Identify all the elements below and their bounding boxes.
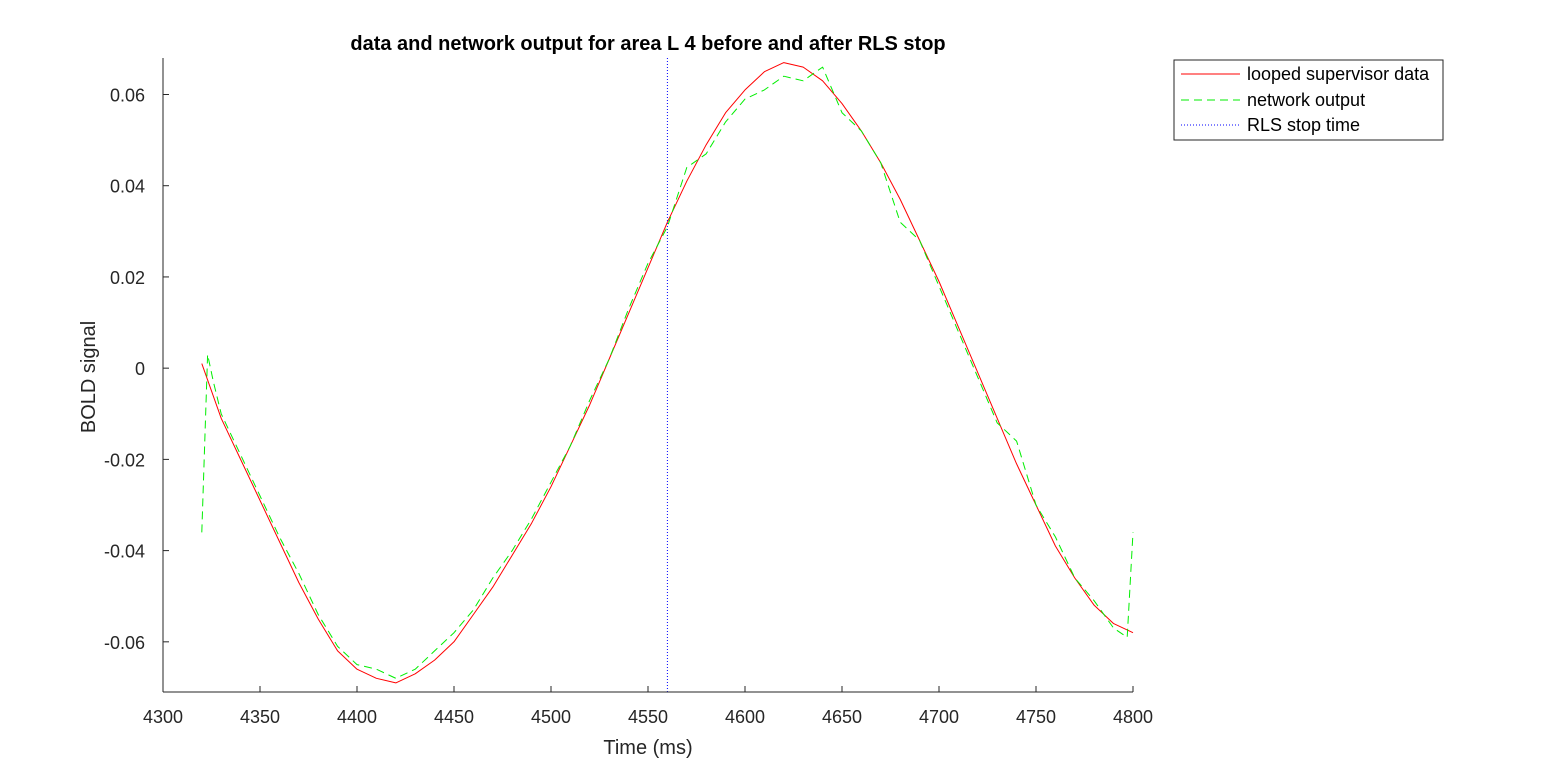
legend-label-rls: RLS stop time (1247, 115, 1360, 135)
y-tick-label: -0.06 (104, 633, 145, 653)
x-tick-label: 4750 (1016, 707, 1056, 727)
y-tick-label: -0.02 (104, 450, 145, 470)
x-tick-label: 4400 (337, 707, 377, 727)
x-tick-label: 4650 (822, 707, 862, 727)
series-line-0 (201, 62, 1134, 684)
y-axis-label: BOLD signal (78, 321, 100, 433)
x-tick-label: 4700 (919, 707, 959, 727)
y-tick-label: 0.02 (110, 268, 145, 288)
ticks-layer: 4300 4350 4400 4450 4500 4550 4600 4650 4700 4750… (104, 85, 1153, 727)
y-tick-label: -0.04 (104, 542, 145, 562)
x-tick-label: 4500 (531, 707, 571, 727)
y-tick-label: 0.06 (110, 85, 145, 105)
legend-box (1173, 59, 1444, 141)
x-tick-label: 4350 (240, 707, 280, 727)
plot-area (163, 58, 1133, 692)
legend-label-network: network output (1247, 90, 1365, 110)
x-tick-label: 4300 (143, 707, 183, 727)
series-line-1 (201, 66, 1134, 679)
x-tick-label: 4450 (434, 707, 474, 727)
y-tick-label: 0.04 (110, 177, 145, 197)
x-axis-label: Time (ms) (603, 737, 692, 759)
legend-label-supervisor: looped supervisor data (1247, 64, 1430, 84)
y-tick-label: 0 (135, 359, 145, 379)
x-tick-label: 4550 (628, 707, 668, 727)
x-tick-label: 4600 (725, 707, 765, 727)
legend: looped supervisor data network output RL… (1173, 59, 1444, 141)
chart-title: data and network output for area L 4 bef… (350, 33, 945, 55)
x-tick-label: 4800 (1113, 707, 1153, 727)
series-layer (201, 58, 1134, 692)
